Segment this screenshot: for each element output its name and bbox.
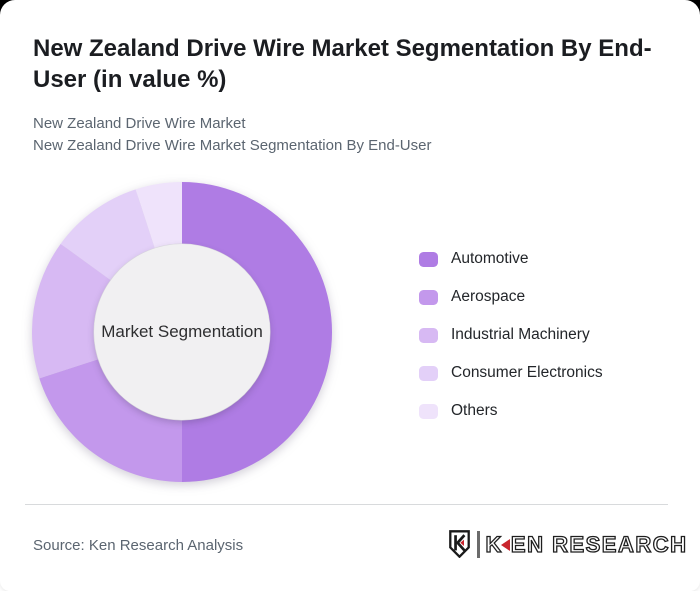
legend-swatch-icon xyxy=(419,289,438,305)
logo-letter-k: K xyxy=(485,531,503,557)
chart-subtitle: New Zealand Drive Wire Market New Zealan… xyxy=(33,113,653,156)
legend-label: Automotive xyxy=(451,250,529,267)
legend-swatch-icon xyxy=(419,251,438,267)
donut-slice-industrial-machinery[interactable] xyxy=(31,243,111,379)
legend-item-industrial-machinery[interactable]: Industrial Machinery xyxy=(419,316,603,354)
footer-divider xyxy=(25,504,668,505)
donut-rings xyxy=(31,182,332,482)
donut-chart: Market Segmentation xyxy=(31,182,332,482)
logo-wordmark: K EN RESEARCH xyxy=(485,530,688,559)
subtitle-line-2: New Zealand Drive Wire Market Segmentati… xyxy=(33,136,432,154)
legend-item-consumer-electronics[interactable]: Consumer Electronics xyxy=(419,354,603,392)
legend-label: Consumer Electronics xyxy=(451,364,603,381)
donut-center-label: Market Segmentation xyxy=(94,244,270,420)
logo-red-triangle-icon xyxy=(500,538,510,551)
subtitle-line-1: New Zealand Drive Wire Market xyxy=(33,115,246,132)
shield-k-icon xyxy=(449,530,470,558)
donut-slice-consumer-electronics[interactable] xyxy=(60,189,155,280)
legend-swatch-icon xyxy=(419,403,438,419)
donut-slice-others[interactable] xyxy=(135,182,182,248)
legend-label: Industrial Machinery xyxy=(451,326,590,343)
legend-swatch-icon xyxy=(419,327,438,343)
legend: Automotive Aerospace Industrial Machinery C… xyxy=(419,240,603,430)
source-text: Source: Ken Research Analysis xyxy=(33,537,244,554)
ken-research-logo: K EN RESEARCH xyxy=(449,529,688,559)
legend-label: Others xyxy=(451,402,498,419)
donut-slice-automotive[interactable] xyxy=(182,182,332,482)
page-title: New Zealand Drive Wire Market Segmentati… xyxy=(33,35,652,93)
legend-item-aerospace[interactable]: Aerospace xyxy=(419,278,603,316)
legend-item-others[interactable]: Others xyxy=(419,392,603,430)
legend-label: Aerospace xyxy=(451,288,526,305)
donut-slice-aerospace[interactable] xyxy=(39,359,183,482)
legend-swatch-icon xyxy=(419,365,438,381)
logo-rest: EN RESEARCH xyxy=(510,531,688,557)
logo-separator xyxy=(477,530,480,558)
legend-item-automotive[interactable]: Automotive xyxy=(419,240,603,278)
